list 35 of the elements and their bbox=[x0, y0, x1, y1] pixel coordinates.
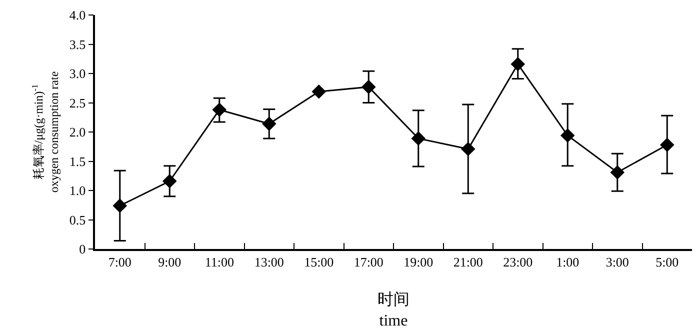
point bbox=[262, 116, 276, 131]
y-tick-label: 1.0 bbox=[69, 183, 86, 198]
x-tick-label: 21:00 bbox=[453, 254, 483, 270]
point bbox=[510, 56, 526, 72]
point bbox=[560, 128, 575, 143]
y-tick-label: 1.5 bbox=[69, 154, 86, 169]
x-tick-label: 11:00 bbox=[204, 254, 234, 270]
y-tick-label: 3.5 bbox=[69, 36, 86, 52]
x-tick-label: 5:00 bbox=[656, 254, 679, 270]
y-tick-label: 2.5 bbox=[69, 95, 86, 110]
y-tick-label: 0.5 bbox=[69, 212, 86, 228]
x-tick-label: 15:00 bbox=[304, 254, 334, 270]
x-axis-title: 时间 time bbox=[378, 290, 410, 330]
y-tick-label: 2.0 bbox=[69, 124, 86, 140]
point bbox=[162, 174, 177, 188]
x-tick-label: 17:00 bbox=[354, 254, 384, 270]
y-axis-title: 耗氧率/μg(g·min)$^{-1}$ oxygen consumption rate bbox=[30, 71, 62, 193]
x-tick-label: 1:00 bbox=[556, 254, 580, 270]
y-tick-label: 3.0 bbox=[69, 66, 86, 82]
point bbox=[610, 165, 625, 180]
point bbox=[312, 84, 326, 99]
x-tick-label: 23:00 bbox=[503, 254, 533, 270]
point bbox=[460, 142, 476, 156]
point bbox=[212, 102, 227, 117]
y-tick-label: 4.0 bbox=[69, 8, 86, 23]
point bbox=[411, 131, 426, 146]
x-tick-label: 19:00 bbox=[404, 254, 434, 270]
x-tick-label: 3:00 bbox=[606, 254, 629, 270]
point bbox=[112, 198, 128, 213]
x-tick-label: 9:00 bbox=[158, 254, 182, 270]
x-tick-label: 13:00 bbox=[254, 254, 284, 270]
x-tick-label: 7:00 bbox=[108, 254, 132, 270]
point bbox=[660, 138, 674, 152]
y-tick-label: 0 bbox=[79, 242, 86, 257]
point bbox=[361, 80, 376, 94]
